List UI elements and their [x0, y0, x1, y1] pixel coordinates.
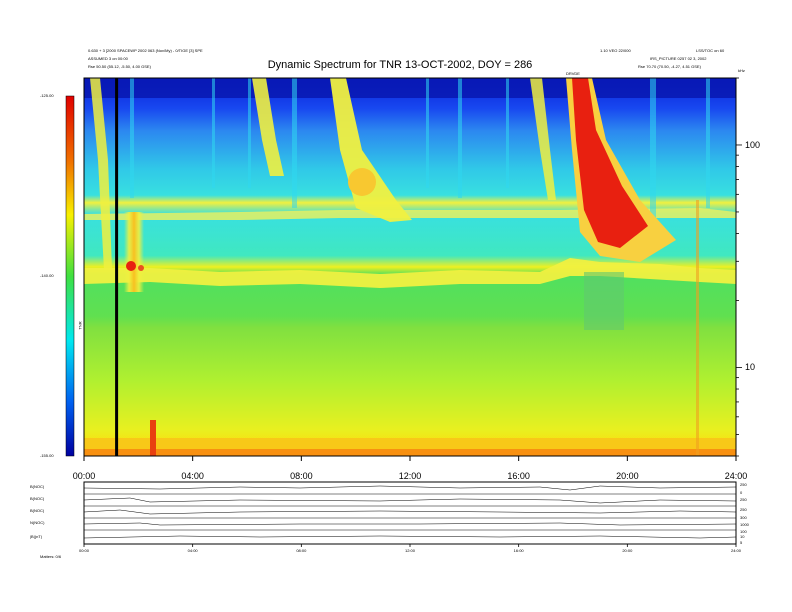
colorbar-tick: -155.00: [40, 453, 54, 458]
panel-right-tick: 5: [740, 540, 743, 545]
x-tick-label: 24:00: [724, 471, 748, 481]
early-activity: [124, 212, 156, 456]
panel-trace: [83, 485, 737, 491]
y-tick-label: 10: [745, 362, 756, 373]
panel-footer: Matters: 0/6: [40, 554, 62, 559]
event-tag: DRVDE: [566, 71, 580, 76]
header-right-line3: IRS_PICTURE 0257 02 3, 2002: [650, 56, 707, 61]
upper-line: [84, 208, 736, 220]
lower-x-tick-label: 08:00: [296, 548, 307, 553]
header-left-line2: ASSUMED 3 on 00:00: [88, 56, 128, 61]
freq-unit: kHz: [738, 68, 745, 73]
x-tick-label: 16:00: [507, 471, 530, 481]
panel-trace: [83, 522, 737, 526]
lower-x-tick-label: 16:00: [513, 548, 524, 553]
panel-right-tick: 1000: [740, 522, 749, 527]
lower-x-tick-label: 20:00: [622, 548, 633, 553]
panel-trace: [83, 535, 737, 539]
lower-x-tick-label: 00:00: [78, 548, 89, 553]
panel-right-tick: 100: [740, 529, 747, 534]
post-burst-patch: [584, 272, 624, 330]
lower-x-tick-label: 12:00: [404, 548, 415, 553]
panel-trace: [83, 509, 737, 515]
cyan-stripes: [130, 78, 710, 218]
x-tick-label: 00:00: [72, 471, 96, 481]
lower-panels: [83, 481, 737, 545]
top-dark-band: [84, 78, 736, 98]
intense-burst-core: [572, 78, 648, 248]
panel-right-tick: 300: [740, 515, 747, 520]
panel-right-tick: 0: [740, 490, 743, 495]
header-right-line4: Rse 70.70 (70.50, -4.27, 4.51 GSE): [638, 64, 701, 69]
panel-label: N(NOC): [30, 520, 45, 525]
panel-label: |B|(nT): [30, 534, 43, 539]
spectrogram: [84, 78, 736, 456]
header-right-line1: 1.10 VEO 22/000: [600, 48, 631, 53]
panel-right-tick: 250: [740, 482, 747, 487]
y-axis-right: [736, 77, 742, 457]
plasma-line: [84, 258, 736, 288]
x-axis: [83, 456, 737, 461]
panel-label: B(NOC): [30, 508, 45, 513]
colorbar-tick: -125.00: [40, 93, 54, 98]
panel-right-tick: 250: [740, 497, 747, 502]
x-tick-label: 04:00: [181, 471, 204, 481]
chart-title: Dynamic Spectrum for TNR 13-OCT-2002, DO…: [267, 59, 533, 71]
header-right-line2: LSS/TOC on 60: [696, 48, 725, 53]
header-left-line3: Rse 50.50 (55.12, -5.50, 4.00 GSE): [88, 64, 151, 69]
x-tick-label: 08:00: [290, 471, 313, 481]
type-iii-burst-4: [530, 78, 556, 200]
colorbar-tick: -140.00: [40, 273, 54, 278]
panel-right-tick: 10: [740, 534, 745, 539]
x-tick-label: 20:00: [616, 471, 639, 481]
lower-x-tick-label: 24:00: [730, 548, 741, 553]
time-marker-line: [115, 78, 119, 456]
y-tick-label: 100: [745, 139, 761, 150]
type-iii-burst-1: [90, 78, 112, 270]
bottom-band-edge: [84, 449, 736, 456]
colorbar: [65, 95, 75, 457]
header-left-line1: 0.630 + 3 [2000 SPACEWP 2002 063 (Nov/My…: [88, 48, 203, 53]
panel-right-tick: 250: [740, 507, 747, 512]
panel-trace: [83, 497, 737, 504]
panel-label: B(NOC): [30, 484, 45, 489]
colorbar-label: TNR: [77, 321, 83, 330]
panel-label: B(NOC): [30, 496, 45, 501]
x-tick-label: 12:00: [398, 471, 422, 481]
type-iii-burst-3-core: [348, 168, 376, 196]
type-iii-burst-2: [252, 78, 284, 176]
lower-panels-frame: [83, 481, 737, 545]
lower-x-tick-label: 04:00: [187, 548, 198, 553]
late-burst: [696, 200, 699, 456]
lower-x-axis: [83, 544, 737, 547]
